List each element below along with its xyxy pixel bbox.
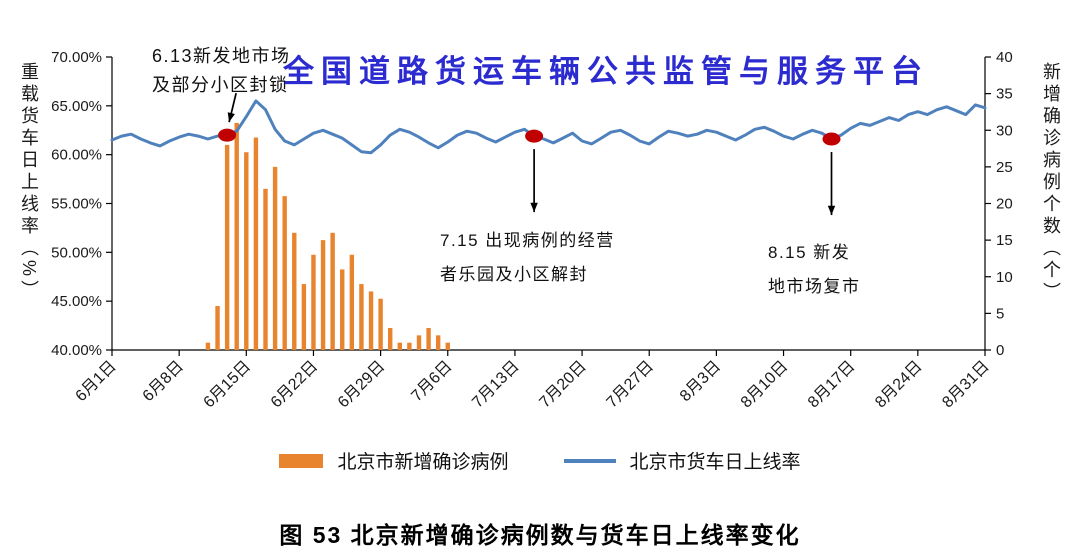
x-axis-tick-label: 8月31日 — [939, 358, 993, 412]
right-axis-tick-label: 15 — [996, 232, 1013, 249]
right-axis-tick-label: 25 — [996, 159, 1013, 176]
case-bar — [435, 335, 441, 350]
case-bar — [215, 306, 220, 350]
x-axis-tick-label: 6月8日 — [140, 358, 187, 405]
annotation-line: 8.15 新发 — [768, 243, 851, 262]
x-axis-tick-label: 6月15日 — [201, 358, 255, 412]
case-bar — [445, 342, 450, 350]
case-bar — [407, 342, 412, 350]
legend-line-swatch — [563, 458, 616, 463]
watermark-text: 全国道路货运车辆公共监管与服务平台 — [283, 54, 929, 89]
left-axis-tick-label: 70.00% — [51, 49, 102, 66]
x-axis-tick-label: 7月13日 — [469, 358, 523, 412]
legend-bar-label: 北京市新增确诊病例 — [337, 452, 509, 473]
left-axis-tick-label: 45.00% — [51, 293, 102, 310]
case-bar — [244, 152, 249, 350]
case-bar — [349, 254, 355, 350]
x-axis-tick-label: 6月1日 — [73, 358, 120, 405]
legend-line-label: 北京市货车日上线率 — [629, 452, 801, 473]
case-bar — [340, 269, 345, 350]
legend-bar-swatch — [279, 453, 324, 468]
event-marker-8.15 — [822, 132, 841, 146]
annotation-unseal-715: 7.15 出现病例的经营 者乐园及小区解封 — [440, 224, 615, 292]
left-axis-tick-label: 60.00% — [51, 147, 102, 164]
annotation-arrows — [227, 92, 836, 216]
x-axis-tick-label: 8月10日 — [738, 358, 792, 412]
x-axis-tick-label: 6月22日 — [268, 358, 322, 412]
x-axis-tick-label: 8月24日 — [872, 358, 926, 412]
case-bar — [311, 254, 316, 350]
annotation-line: 7.15 出现病例的经营 — [440, 231, 615, 250]
left-axis-tick-label: 55.00% — [51, 196, 102, 213]
case-bar — [301, 284, 307, 350]
right-axis-tick-label: 30 — [996, 122, 1013, 139]
right-axis-tick-label: 35 — [996, 86, 1013, 103]
legend-rate-group: 北京市货车日上线率 — [563, 447, 801, 474]
event-marker-7.15 — [525, 129, 544, 143]
case-bar — [416, 335, 422, 350]
event-marker-6.13 — [218, 128, 237, 142]
figure-caption: 图 53 北京新增确诊病例数与货车日上线率变化 — [279, 522, 801, 548]
right-axis-tick-label: 5 — [996, 305, 1004, 322]
online-rate-line — [110, 99, 987, 155]
case-bar — [205, 342, 211, 350]
annotation-reopen-815: 8.15 新发 地市场复市 — [768, 236, 861, 304]
legend: 北京市新增确诊病例 北京市货车日上线率 — [0, 447, 1080, 474]
left-axis-tick-label: 40.00% — [51, 342, 102, 359]
left-axis-tick-label: 50.00% — [51, 244, 102, 261]
case-bar — [330, 232, 335, 350]
case-bar — [320, 240, 326, 350]
right-axis-tick-label: 40 — [996, 49, 1013, 66]
case-bar — [253, 137, 259, 350]
x-axis-tick-label: 7月27日 — [604, 358, 658, 412]
x-axis-tick-label: 6月29日 — [335, 358, 389, 412]
annotation-line: 6.13新发地市场 — [152, 46, 291, 66]
right-axis-tick-label: 10 — [996, 269, 1013, 286]
case-bar — [292, 232, 297, 350]
x-axis-tick-label: 8月3日 — [677, 358, 724, 405]
event-markers — [218, 128, 841, 146]
annotation-line: 及部分小区封锁 — [152, 75, 289, 95]
case-bar — [388, 328, 393, 350]
left-axis-tick-label: 65.00% — [51, 98, 102, 115]
x-axis-tick-label: 8月17日 — [805, 358, 859, 412]
right-axis-tick-label: 0 — [996, 342, 1004, 359]
annotation-line: 地市场复市 — [768, 277, 861, 296]
annotation-lockdown-613: 6.13新发地市场 及部分小区封锁 — [152, 42, 291, 100]
case-bar — [359, 284, 364, 350]
case-bar — [426, 328, 431, 350]
left-axis-title: 重载货车日上线率（%） — [19, 62, 39, 303]
x-axis-tick-label: 7月20日 — [536, 358, 590, 412]
legend-cases-group: 北京市新增确诊病例 — [279, 447, 509, 474]
right-axis-tick-label: 20 — [996, 196, 1013, 213]
annotation-line: 者乐园及小区解封 — [440, 265, 588, 284]
case-bar — [263, 188, 268, 350]
right-axis-title: 新增确诊病例个数（个） — [1041, 62, 1061, 304]
x-axis-tick-label: 7月6日 — [408, 358, 455, 405]
case-bar — [282, 196, 287, 350]
case-bar — [272, 166, 278, 350]
case-bar — [378, 298, 383, 350]
case-bar — [224, 144, 230, 350]
cases-bars — [205, 122, 450, 350]
case-bar — [368, 291, 374, 350]
case-bar — [234, 122, 239, 350]
case-bar — [397, 342, 403, 350]
